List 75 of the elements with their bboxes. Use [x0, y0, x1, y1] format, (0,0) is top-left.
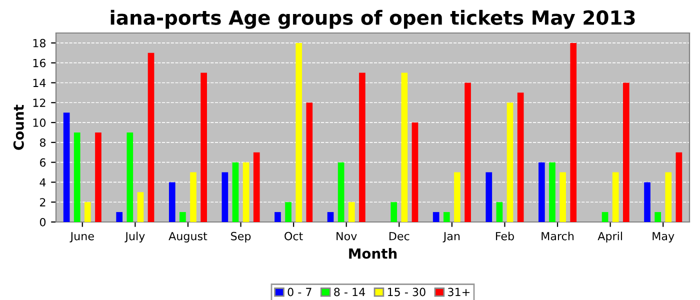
bar [296, 42, 302, 222]
x-tick-label: Nov [336, 232, 357, 240]
bar [116, 212, 123, 222]
bar [464, 82, 471, 222]
bar [549, 162, 556, 222]
bar [126, 132, 134, 222]
bar [665, 172, 672, 222]
bar [200, 72, 207, 222]
bar [676, 152, 682, 222]
bar [454, 172, 460, 222]
x-tick-label: May [652, 232, 674, 242]
bar [506, 102, 514, 222]
chart-title: iana-ports Age groups of open tickets May 2013 [110, 10, 635, 29]
bar [74, 132, 80, 222]
bar [538, 162, 545, 222]
bar [190, 172, 196, 222]
y-axis-title: Count [13, 104, 24, 150]
bar [622, 82, 630, 222]
bar [570, 42, 577, 222]
bar [84, 202, 91, 222]
bar [486, 172, 492, 222]
bar [359, 72, 366, 222]
x-tick-label: March [542, 232, 574, 240]
bar [168, 182, 176, 222]
y-tick-label: 0 [40, 218, 46, 226]
bar [137, 192, 144, 222]
bar [148, 52, 154, 222]
bar [612, 172, 619, 222]
bar [95, 132, 102, 222]
bar [327, 212, 334, 222]
y-tick-label: 18 [33, 38, 46, 48]
bar [390, 202, 398, 222]
y-tick-label: 4 [40, 178, 46, 186]
x-tick-label: April [598, 232, 622, 242]
x-tick-label: July [124, 232, 145, 242]
y-tick-label: 2 [40, 198, 46, 206]
bar [338, 162, 344, 222]
bar [432, 212, 440, 222]
bar [274, 212, 281, 222]
x-tick-label: Dec [389, 232, 410, 240]
x-tick-label: Sep [231, 232, 251, 242]
bar [602, 212, 608, 222]
bar [242, 162, 250, 222]
x-tick-label: June [70, 232, 94, 242]
bar [496, 202, 503, 222]
bar [412, 122, 418, 222]
bar [253, 152, 260, 222]
bar [232, 162, 239, 222]
legend-label: 31+ [448, 288, 470, 296]
y-tick-label: 12 [33, 98, 46, 107]
bar [180, 212, 186, 222]
legend-label: 15 - 30 [388, 288, 426, 296]
y-tick-label: 6 [40, 158, 46, 167]
bar [401, 72, 408, 222]
x-tick-label: Feb [496, 232, 514, 240]
bar [654, 212, 661, 222]
x-axis-title: Month [349, 248, 397, 259]
x-tick-label: Jan [442, 232, 460, 242]
legend-label: 8 - 14 [334, 288, 366, 296]
bar [63, 112, 70, 222]
bar [222, 172, 228, 222]
bar [306, 102, 313, 222]
bar [560, 172, 566, 222]
bar [348, 202, 355, 222]
bar [517, 92, 524, 222]
y-tick-label: 16 [33, 58, 46, 68]
bar [443, 212, 450, 222]
x-tick-label: August [168, 232, 208, 242]
bar [644, 182, 650, 222]
y-tick-label: 14 [33, 78, 46, 87]
bar [285, 202, 292, 222]
x-tick-label: Oct [284, 232, 303, 240]
legend-label: 0 - 7 [288, 288, 312, 296]
y-tick-label: 8 [40, 138, 46, 147]
y-tick-label: 10 [33, 118, 46, 127]
